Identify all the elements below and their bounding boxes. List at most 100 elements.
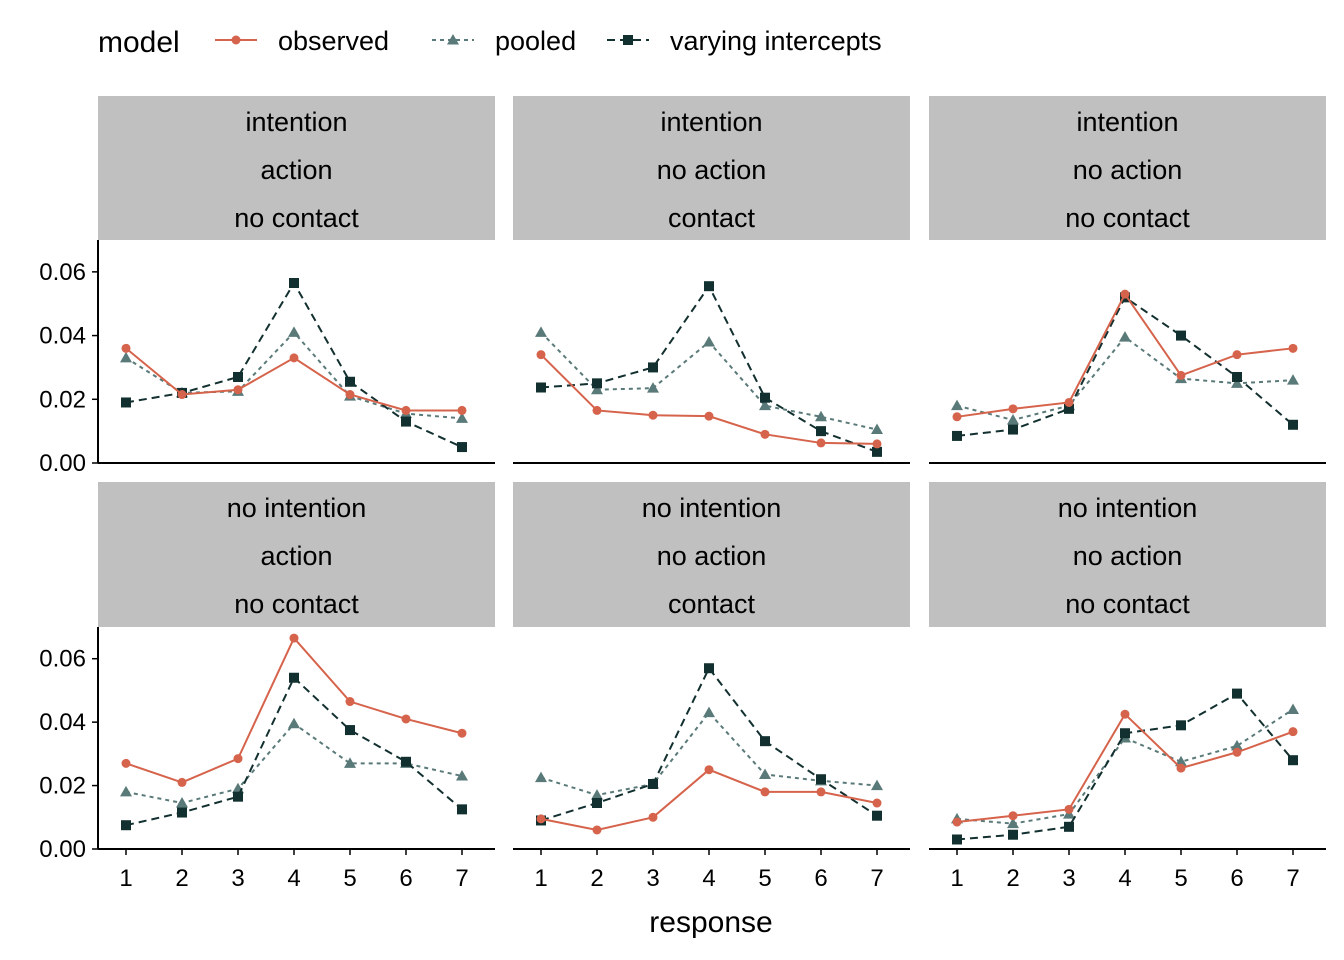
- facet-strip-background: [513, 482, 910, 627]
- data-point: [704, 765, 714, 775]
- panel-4: no intention action no contact 0.00 0.02 0.04…: [39, 482, 495, 892]
- legend-item-varying-intercepts: varying intercepts: [607, 26, 882, 56]
- data-point: [233, 754, 243, 764]
- data-point: [704, 411, 714, 421]
- data-point: [120, 785, 132, 797]
- data-point: [1120, 709, 1130, 719]
- data-point: [120, 351, 132, 363]
- series-observed: [121, 633, 467, 787]
- series-line: [956, 335, 1294, 422]
- facet-strip-label: no action: [657, 155, 767, 185]
- data-point: [289, 353, 299, 363]
- y-tick-label: 0.02: [39, 773, 86, 800]
- series-varying-intercepts: [121, 278, 467, 453]
- facet-strip-label: intention: [245, 107, 347, 137]
- panel-2: intention no action contact: [513, 96, 910, 464]
- data-point: [345, 725, 355, 736]
- data-point: [288, 717, 300, 729]
- x-tick-label: 2: [175, 865, 188, 892]
- facet-strip-background: [513, 96, 910, 240]
- x-tick-label: 6: [814, 865, 827, 892]
- series-pooled: [535, 326, 883, 435]
- facet-strip-label: action: [260, 155, 332, 185]
- facet-strip-label: intention: [660, 107, 762, 137]
- x-tick-label: 1: [119, 865, 132, 892]
- series-line: [956, 295, 1294, 437]
- x-tick-label: 7: [870, 865, 883, 892]
- data-point: [703, 335, 715, 347]
- series-varying-intercepts: [121, 672, 467, 831]
- data-point: [872, 798, 882, 808]
- data-point: [951, 399, 963, 411]
- data-point: [1176, 720, 1186, 731]
- x-tick-label: 2: [590, 865, 603, 892]
- panel-1: intention action no contact 0.00 0.02 0.04 0.0…: [39, 96, 495, 477]
- data-point: [401, 405, 411, 415]
- data-point: [816, 774, 826, 785]
- legend-label: observed: [278, 26, 389, 56]
- series-observed: [952, 289, 1298, 422]
- data-point: [648, 812, 658, 822]
- data-point: [536, 814, 546, 824]
- series-line: [540, 284, 878, 453]
- data-point: [121, 397, 131, 408]
- data-point: [872, 446, 882, 457]
- data-point: [233, 791, 243, 802]
- data-point: [704, 281, 714, 292]
- data-point: [1287, 703, 1299, 714]
- data-point: [401, 756, 411, 767]
- data-point: [456, 770, 468, 781]
- facet-strip-background: [98, 96, 495, 240]
- data-point: [1232, 371, 1242, 382]
- data-point: [1064, 403, 1074, 414]
- data-point: [1288, 727, 1298, 737]
- x-tick-label: 5: [758, 865, 771, 892]
- data-point: [121, 820, 131, 831]
- series-line: [956, 708, 1294, 825]
- legend-key-marker: [623, 35, 633, 45]
- facet-strip-label: no contact: [1065, 203, 1190, 233]
- x-tick-label: 4: [1118, 865, 1131, 892]
- data-point: [592, 825, 602, 835]
- facet-panels: intention action no contact 0.00 0.02 0.04 0.0…: [39, 96, 1326, 892]
- data-point: [648, 410, 658, 420]
- legend-item-observed: observed: [215, 26, 389, 56]
- data-point: [648, 362, 658, 373]
- x-tick-label: 4: [702, 865, 715, 892]
- data-point: [289, 672, 299, 683]
- data-point: [1288, 419, 1298, 430]
- data-point: [457, 804, 467, 815]
- data-point: [1288, 755, 1298, 766]
- data-point: [289, 633, 299, 643]
- legend-label: varying intercepts: [670, 26, 882, 56]
- series-line: [125, 281, 463, 448]
- data-point: [872, 810, 882, 821]
- y-tick-label: 0.04: [39, 323, 86, 350]
- x-tick-label: 6: [399, 865, 412, 892]
- data-point: [289, 278, 299, 289]
- data-point: [872, 439, 882, 449]
- facet-strip-label: no intention: [1058, 493, 1198, 523]
- data-point: [121, 758, 131, 768]
- data-point: [871, 423, 883, 435]
- series-line: [956, 292, 1294, 418]
- data-point: [760, 429, 770, 439]
- x-tick-label: 1: [950, 865, 963, 892]
- data-point: [176, 797, 188, 808]
- facet-strip-background: [98, 482, 495, 627]
- data-point: [1176, 370, 1186, 380]
- data-point: [1176, 763, 1186, 773]
- x-tick-label: 7: [455, 865, 468, 892]
- series-observed: [121, 343, 467, 415]
- series-varying-intercepts: [536, 281, 882, 457]
- series-line: [125, 636, 463, 784]
- data-point: [344, 757, 356, 768]
- data-point: [345, 376, 355, 387]
- data-point: [233, 385, 243, 395]
- x-axis-title: response: [649, 906, 772, 939]
- data-point: [1008, 404, 1018, 414]
- legend-label: pooled: [495, 26, 576, 56]
- series-pooled: [951, 703, 1299, 829]
- series-observed: [536, 350, 882, 449]
